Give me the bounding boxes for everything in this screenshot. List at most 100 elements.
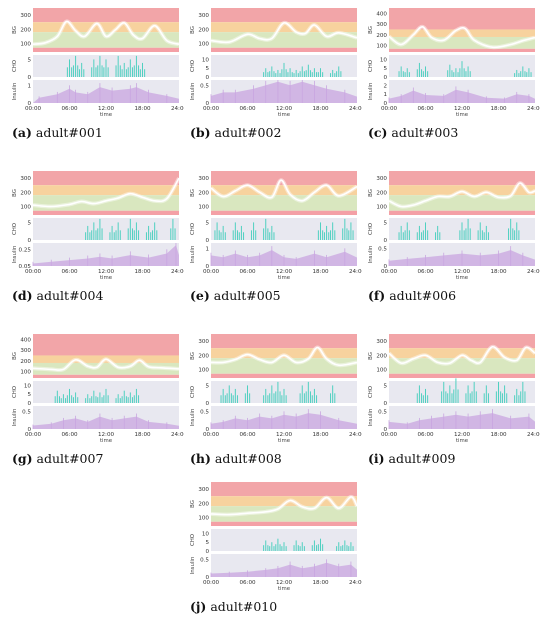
cho-bar [135,222,137,240]
cho-bar [83,69,85,77]
cho-bar [250,230,252,240]
insulin-axis-label: Insulin [190,409,196,427]
cho-bar [299,393,301,403]
cho-bar [113,232,115,240]
cho-bar [326,225,328,240]
cho-bar [316,395,318,403]
cho-bar [522,381,524,403]
x-tick: 00:00 [203,106,220,112]
bg-tick: 300 [198,487,209,493]
cho-bar [95,396,97,403]
cho-bar [524,391,526,403]
cho-bar [485,225,487,240]
cho-bar [422,230,424,240]
cho-bar [56,390,58,403]
x-tick: 18:00 [490,106,507,112]
insulin-spike [166,94,168,103]
cho-bar [263,395,265,403]
cho-bar [101,65,103,77]
insulin-spike [32,424,34,429]
cho-bar [487,393,489,403]
cho-bar [342,545,344,551]
subplot-caption: (i) adult#009 [368,451,540,466]
cho-bar [483,393,485,403]
insulin-spike [485,96,487,103]
cho-tick: 10 [24,383,32,389]
insulin-spike [388,420,390,429]
cho-bar [273,393,275,403]
cho-bar [487,232,489,240]
insulin-spike [344,89,346,103]
cho-bar [230,393,232,403]
bg-line [32,177,180,208]
insulin-spike [259,413,261,429]
insulin-spike [111,417,113,429]
cho-bar [174,228,176,240]
cho-bar [447,70,449,77]
bg-line [210,346,358,367]
cho-bar [287,72,289,77]
insulin-spike [498,250,499,266]
cho-axis-label: CHO [12,60,18,72]
insulin-spike [492,409,493,429]
cho-bar [441,391,443,403]
cho-bar [463,230,465,240]
cho-bar [295,69,297,77]
bg-tick: 100 [198,204,209,210]
insulin-tick: 1 [205,246,209,252]
cho-bar [117,394,119,403]
cho-bar [516,69,518,77]
bg-tick: 200 [20,359,31,365]
cho-bar [352,546,354,551]
insulin-tick: 2 [383,83,387,89]
cho-tick: 5 [27,220,31,226]
insulin-spike [253,85,254,103]
bg-tick: 200 [20,190,31,196]
bg-line [388,182,536,208]
cho-bar [317,230,319,240]
cho-bar [289,68,291,77]
cho-bar [469,71,471,77]
cho-bar [273,546,275,551]
insulin-spike [111,87,113,103]
caption-title: adult#004 [32,288,104,303]
bg-line [210,179,358,202]
insulin-spike [87,91,89,103]
caption-label: (c) [368,125,388,140]
insulin-spike [455,86,457,103]
cho-bar [107,395,109,403]
cho-tick: 0 [27,238,31,244]
x-tick: 12:00 [276,269,293,275]
cho-bar [520,71,522,77]
insulin-spike [314,250,315,266]
subplot-0: 100 200 300 BG 0 5 CHO 0 1 Insulin 00:00 06:00 12:00… [12,0,184,150]
cho-axis-label: CHO [368,386,374,398]
x-tick: 24:00 [349,580,362,586]
insulin-tick: 0.05 [19,264,32,270]
cho-tick: 10 [380,57,388,63]
cho-bar [443,381,445,403]
insulin-spike [56,91,58,103]
bg-axis-label: BG [190,500,196,508]
x-tick: 00:00 [381,269,398,275]
x-tick: 18:00 [134,106,151,112]
insulin-spike [510,246,512,266]
cho-bar [457,72,459,77]
cho-bar [285,69,287,77]
cho-bar [172,218,174,240]
insulin-spike [320,411,321,429]
x-tick: 00:00 [381,106,398,112]
insulin-area [33,416,179,429]
cho-bar [232,395,234,403]
cho-bar [265,218,267,240]
insulin-tick: 0.25 [19,247,32,253]
insulin-spike [301,565,303,577]
x-tick: 12:00 [454,269,471,275]
x-tick: 12:00 [98,432,115,438]
cho-axis-label: CHO [368,60,374,72]
insulin-spike [338,563,340,577]
cho-bar [425,66,426,77]
target-zone [33,362,179,375]
cho-panel-bg [33,218,179,240]
cho-bar [322,544,324,551]
